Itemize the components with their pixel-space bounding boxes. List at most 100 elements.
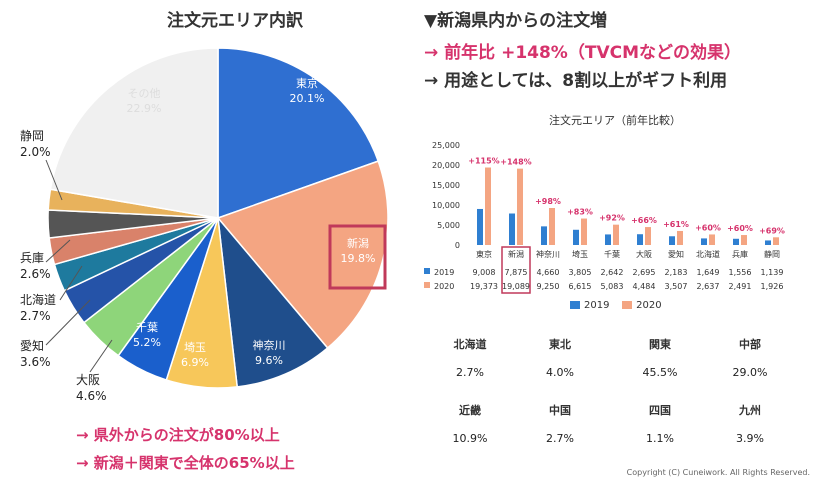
table-cell: 29.0% bbox=[732, 366, 768, 379]
data-label-2019: 2,183 bbox=[665, 268, 688, 277]
bar-2020-東京 bbox=[485, 167, 491, 245]
bar-2020-静岡 bbox=[773, 237, 779, 245]
row-label-2020: 2020 bbox=[434, 282, 454, 291]
growth-label: +60% bbox=[727, 224, 753, 233]
pie-label-chiba: 千葉 5.2% bbox=[133, 321, 161, 349]
data-label-2019: 9,008 bbox=[473, 268, 496, 277]
row-swatch-2020 bbox=[424, 282, 430, 288]
pie-label-hokkaido: 北海道 2.7% bbox=[20, 293, 57, 323]
x-category-label: 大阪 bbox=[636, 249, 652, 259]
table-header: 東北 bbox=[549, 338, 571, 351]
y-tick-label: 0 bbox=[455, 241, 460, 250]
data-label-2019: 2,642 bbox=[601, 268, 624, 277]
data-label-2020: 2,637 bbox=[697, 282, 720, 291]
y-tick-label: 20,000 bbox=[432, 161, 460, 170]
pie-label-kanagawa: 神奈川 9.6% bbox=[252, 339, 286, 367]
data-label-2019: 1,556 bbox=[729, 268, 752, 277]
bar-2019-神奈川 bbox=[541, 226, 547, 245]
table-header: 中部 bbox=[739, 338, 761, 351]
bar-2020-埼玉 bbox=[581, 218, 587, 245]
pie-label-shizuoka: 静岡 2.0% bbox=[20, 129, 51, 159]
pie-chart bbox=[47, 47, 389, 389]
pie-label-niigata: 新潟 19.8% bbox=[340, 237, 376, 265]
data-label-2020: 9,250 bbox=[537, 282, 560, 291]
table-header: 関東 bbox=[649, 338, 671, 351]
y-tick-label: 25,000 bbox=[432, 141, 460, 150]
niigata-highlight-box bbox=[328, 224, 387, 290]
data-label-2020: 4,484 bbox=[633, 282, 656, 291]
pie-leader-lines bbox=[45, 159, 113, 373]
pie-label-other: その他 22.9% bbox=[126, 87, 162, 115]
y-tick-label: 5,000 bbox=[437, 221, 460, 230]
growth-label: +66% bbox=[631, 216, 657, 225]
pie-label-hyogo: 兵庫 2.6% bbox=[20, 251, 51, 281]
pie-title: 注文元エリア内訳 bbox=[167, 11, 303, 31]
right-line-gift: → 用途としては、8割以上がギフト利用 bbox=[424, 71, 728, 91]
x-category-label: 静岡 bbox=[764, 249, 780, 259]
pie-slice-東京 bbox=[217, 47, 380, 220]
data-label-2020: 3,507 bbox=[665, 282, 688, 291]
x-category-label: 愛知 bbox=[668, 249, 684, 259]
table-header: 近畿 bbox=[459, 404, 481, 417]
data-label-2019: 3,805 bbox=[569, 268, 592, 277]
data-label-2020: 19,089 bbox=[502, 282, 530, 291]
bar-chart: 0 5,000 10,000 15,000 20,000 25,000 +115% 東京 9,0… bbox=[424, 141, 785, 294]
growth-label: +98% bbox=[535, 197, 561, 206]
growth-label: +83% bbox=[567, 208, 593, 217]
x-category-label: 北海道 bbox=[696, 249, 720, 259]
bar-2020-神奈川 bbox=[549, 208, 555, 245]
bar-2020-大阪 bbox=[645, 227, 651, 245]
table-cell: 1.1% bbox=[646, 432, 674, 445]
x-category-label: 千葉 bbox=[604, 249, 620, 259]
bar-legend: 2019 2020 bbox=[570, 300, 662, 311]
niigata-column-highlight bbox=[501, 246, 531, 294]
legend-swatch-2019 bbox=[570, 301, 580, 309]
growth-label: +61% bbox=[663, 220, 689, 229]
data-label-2020: 6,615 bbox=[569, 282, 592, 291]
legend-label-2020: 2020 bbox=[636, 300, 662, 311]
table-header: 四国 bbox=[649, 404, 671, 417]
pie-label-osaka: 大阪 4.6% bbox=[76, 373, 107, 403]
data-label-2019: 1,649 bbox=[697, 268, 720, 277]
data-label-2019: 1,139 bbox=[761, 268, 784, 277]
bar-2020-兵庫 bbox=[741, 235, 747, 245]
legend-label-2019: 2019 bbox=[584, 300, 610, 311]
bar-2019-愛知 bbox=[669, 236, 675, 245]
bar-2020-千葉 bbox=[613, 224, 619, 245]
bar-2019-大阪 bbox=[637, 234, 643, 245]
table-header: 九州 bbox=[739, 404, 761, 417]
copyright-text: Copyright (C) Cuneiwork. All Rights Rese… bbox=[626, 468, 810, 477]
bar-2019-兵庫 bbox=[733, 238, 739, 245]
table-cell: 45.5% bbox=[642, 366, 678, 379]
bar-2019-東京 bbox=[477, 208, 483, 245]
row-label-2019: 2019 bbox=[434, 268, 454, 277]
bar-2019-新潟 bbox=[509, 213, 515, 245]
data-label-2019: 7,875 bbox=[505, 268, 528, 277]
data-label-2020: 5,083 bbox=[601, 282, 624, 291]
bar-2019-埼玉 bbox=[573, 229, 579, 245]
growth-label: +60% bbox=[695, 223, 721, 232]
right-line-growth: → 前年比 +148%（TVCMなどの効果） bbox=[424, 43, 741, 63]
row-swatch-2019 bbox=[424, 268, 430, 274]
growth-label: +115% bbox=[468, 157, 499, 166]
data-label-2020: 2,491 bbox=[729, 282, 752, 291]
pie-label-tokyo: 東京 20.1% bbox=[289, 77, 325, 105]
table-header: 中国 bbox=[549, 404, 571, 417]
bar-chart-title: 注文元エリア（前年比較） bbox=[549, 114, 681, 127]
data-label-2020: 1,926 bbox=[761, 282, 784, 291]
data-label-2020: 19,373 bbox=[470, 282, 498, 291]
x-category-label: 神奈川 bbox=[536, 249, 560, 259]
pie-slice-神奈川 bbox=[216, 215, 329, 388]
x-category-label: 新潟 bbox=[508, 249, 524, 259]
table-cell: 4.0% bbox=[546, 366, 574, 379]
data-label-2019: 2,695 bbox=[633, 268, 656, 277]
table-cell: 2.7% bbox=[456, 366, 484, 379]
pie-label-saitama: 埼玉 6.9% bbox=[181, 341, 209, 369]
pie-slice-その他 bbox=[49, 47, 219, 219]
growth-label: +148% bbox=[500, 158, 531, 167]
bar-2020-北海道 bbox=[709, 234, 715, 245]
data-label-2019: 4,660 bbox=[537, 268, 560, 277]
table-cell: 3.9% bbox=[736, 432, 764, 445]
callout-niigata-kanto: → 新潟＋関東で全体の65%以上 bbox=[76, 454, 295, 472]
table-cell: 10.9% bbox=[452, 432, 488, 445]
